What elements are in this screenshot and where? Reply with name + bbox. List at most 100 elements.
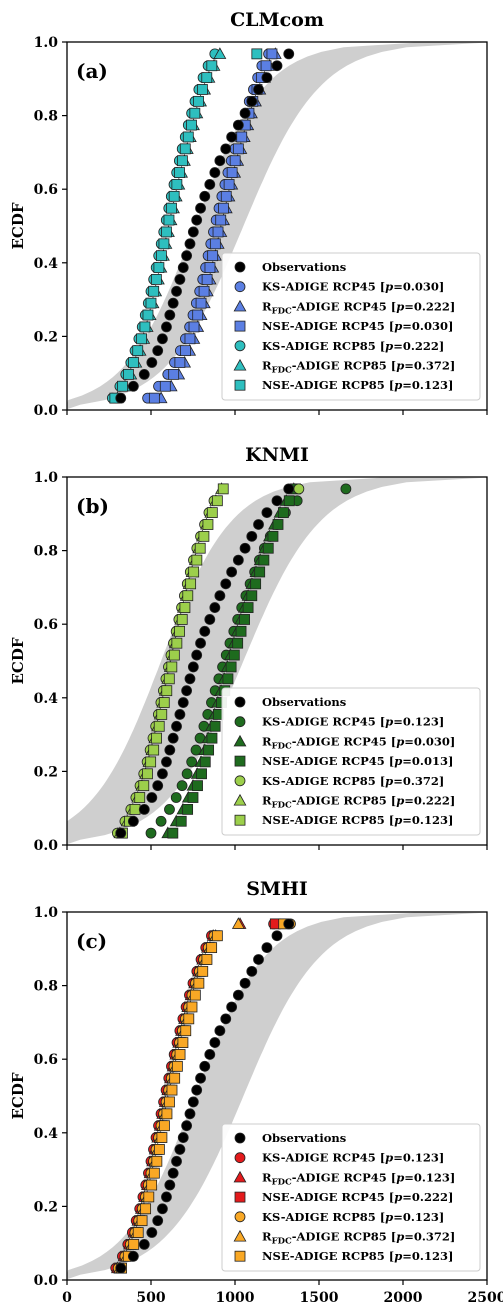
data-point: [267, 530, 279, 542]
data-point: [191, 554, 203, 566]
data-point: [166, 1084, 178, 1096]
data-point: [128, 1238, 140, 1250]
panel-letter: (c): [76, 929, 107, 953]
data-point: [232, 119, 244, 131]
data-point: [220, 578, 232, 590]
data-point: [175, 815, 187, 827]
data-point: [167, 827, 179, 839]
y-tick-label: 0.0: [34, 838, 59, 854]
data-point: [156, 250, 167, 262]
legend: Observations KS-ADIGE RCP45 [p=0.030] RFDC…: [221, 252, 481, 401]
legend-marker: [234, 320, 246, 332]
data-point: [261, 942, 273, 954]
legend-label: NSE-ADIGE RCP85 [p=0.123]: [262, 378, 453, 392]
x-tick-label: 1500: [300, 1290, 339, 1306]
data-point: [262, 542, 274, 554]
data-point: [236, 131, 248, 143]
data-point: [174, 1144, 186, 1155]
data-point: [218, 202, 229, 214]
x-tick-label: 0: [62, 1290, 72, 1306]
y-tick-label: 0.0: [34, 403, 59, 419]
data-point: [190, 744, 202, 756]
panel-knmi: KNMI 0.0 0.2 0.4 0.6 0.8 1.0 ECDF (b) Observation…: [9, 444, 488, 854]
legend-marker: [233, 358, 247, 371]
data-point: [206, 942, 218, 954]
x-tick-label: 1000: [216, 1290, 255, 1306]
legend: Observations KS-ADIGE RCP45 [p=0.123] RFDC…: [221, 1123, 481, 1272]
data-point: [176, 614, 188, 625]
y-tick-label: 0.2: [34, 329, 58, 345]
data-point: [189, 989, 201, 1001]
data-point: [212, 226, 224, 238]
data-point: [253, 519, 264, 530]
y-tick-label: 0.2: [34, 764, 58, 780]
legend-label: Observations: [262, 260, 346, 274]
x-tick-label: 2000: [384, 1290, 423, 1306]
data-point: [158, 697, 170, 708]
data-point: [239, 977, 251, 989]
data-point: [145, 827, 157, 839]
data-point: [152, 780, 164, 792]
panel-title: KNMI: [245, 444, 309, 466]
data-point: [181, 1120, 193, 1132]
legend-marker: [233, 734, 247, 747]
data-point: [246, 965, 258, 977]
data-point: [195, 297, 207, 309]
data-point: [156, 1132, 168, 1143]
legend-label: NSE-ADIGE RCP45 [p=0.030]: [262, 319, 453, 333]
data-point: [266, 48, 278, 60]
data-point: [271, 495, 283, 507]
x-tick-label: 500: [136, 1290, 165, 1306]
data-point: [115, 827, 127, 839]
panel-clmcom: CLMcom 0.0 0.2 0.4 0.6 0.8 1.0 ECDF (a) Observati…: [9, 9, 488, 419]
data-point: [229, 155, 241, 167]
data-point: [161, 1191, 172, 1203]
data-point: [232, 554, 244, 566]
y-tick-label: 0.2: [34, 1199, 58, 1215]
data-point: [170, 792, 182, 803]
data-point: [239, 614, 250, 625]
data-point: [217, 483, 229, 495]
data-point: [166, 661, 178, 673]
data-point: [115, 1262, 127, 1274]
data-point: [138, 368, 150, 380]
y-tick-label: 0.8: [34, 979, 58, 995]
y-axis-label: ECDF: [9, 1072, 27, 1119]
data-point: [195, 1072, 206, 1084]
data-point: [195, 637, 206, 649]
data-point: [139, 321, 151, 333]
legend-marker: [234, 340, 246, 352]
data-point: [225, 661, 237, 673]
data-point: [214, 155, 226, 167]
legend-marker: [234, 281, 246, 293]
data-point: [159, 380, 171, 392]
data-point: [171, 179, 183, 190]
series-obs: [115, 48, 295, 404]
data-point: [271, 930, 283, 942]
data-point: [226, 167, 238, 178]
y-axis-label: ECDF: [9, 202, 27, 249]
data-point: [138, 803, 150, 815]
data-point: [177, 262, 189, 273]
data-point: [157, 1203, 168, 1215]
data-point: [153, 720, 165, 732]
data-point: [186, 119, 197, 131]
data-point: [246, 95, 258, 107]
data-point: [180, 345, 191, 357]
data-point: [134, 792, 146, 803]
data-point: [140, 1203, 152, 1215]
data-point: [179, 602, 191, 613]
data-point: [177, 155, 188, 167]
data-point: [148, 744, 160, 756]
data-point: [209, 720, 221, 732]
data-point: [183, 1013, 195, 1025]
legend-marker: [234, 1250, 246, 1262]
data-point: [202, 519, 214, 530]
data-point: [192, 780, 203, 792]
data-point: [193, 95, 204, 107]
data-point: [145, 756, 157, 768]
data-point: [142, 768, 153, 780]
data-point: [164, 744, 176, 756]
data-point: [226, 566, 238, 578]
data-point: [138, 1238, 150, 1250]
